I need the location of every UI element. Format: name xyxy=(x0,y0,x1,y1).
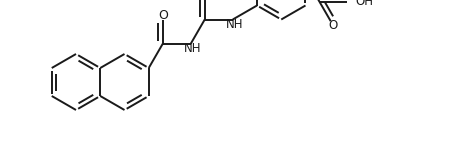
Text: OH: OH xyxy=(355,0,373,8)
Text: NH: NH xyxy=(226,18,244,31)
Text: O: O xyxy=(158,9,168,22)
Text: NH: NH xyxy=(184,42,202,55)
Text: O: O xyxy=(328,19,337,32)
